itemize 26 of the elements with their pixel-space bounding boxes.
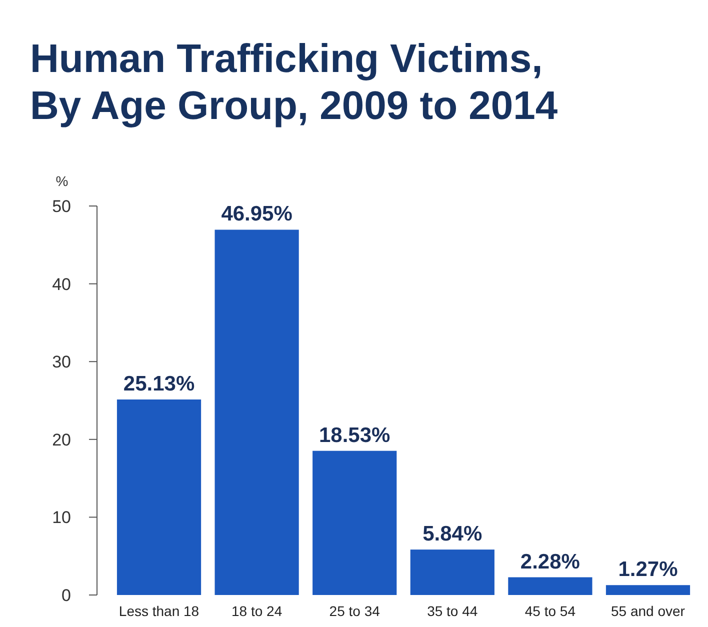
data-label: 2.28% bbox=[520, 550, 580, 574]
x-tick-label: 25 to 34 bbox=[329, 603, 380, 619]
y-tick-label: 0 bbox=[62, 586, 71, 605]
x-tick-label: 55 and over bbox=[611, 603, 686, 619]
data-label: 5.84% bbox=[422, 522, 482, 546]
data-label: 1.27% bbox=[618, 558, 678, 582]
x-tick-label: Less than 18 bbox=[118, 603, 200, 619]
bar bbox=[606, 585, 690, 595]
y-axis-title: % bbox=[56, 173, 68, 189]
x-tick-label: 45 to 54 bbox=[524, 603, 576, 619]
bar bbox=[508, 577, 592, 595]
data-label: 46.95% bbox=[221, 202, 293, 226]
x-tick-label: 18 to 24 bbox=[232, 603, 282, 619]
y-tick-label: 10 bbox=[52, 508, 71, 528]
y-tick-label: 20 bbox=[52, 430, 71, 450]
data-label: 18.53% bbox=[318, 424, 391, 447]
y-tick-label: 50 bbox=[52, 196, 71, 216]
y-tick-label: 40 bbox=[52, 274, 71, 294]
bar bbox=[214, 230, 299, 595]
bar bbox=[116, 399, 202, 595]
x-tick-label: 35 to 44 bbox=[427, 603, 478, 619]
bar bbox=[312, 450, 397, 595]
y-tick-label: 30 bbox=[52, 352, 71, 372]
bar bbox=[410, 550, 494, 595]
chart-title: Human Trafficking Victims, By Age Group, 2009 to 2014 bbox=[30, 37, 558, 128]
data-label: 25.13% bbox=[123, 372, 195, 396]
